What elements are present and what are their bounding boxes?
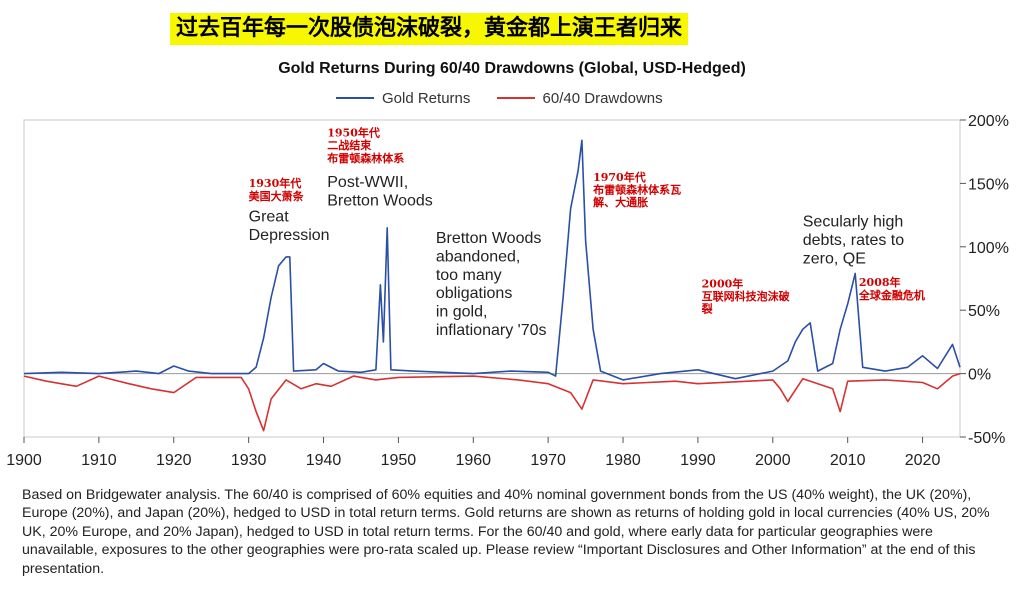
x-tick-label: 2000	[755, 452, 791, 469]
legend-item-gold: Gold Returns	[336, 90, 470, 107]
annotation-line: 布雷顿森林体系瓦	[593, 183, 681, 197]
annotation-text: 2000年互联网科技泡沫破裂	[701, 276, 790, 315]
y-tick-label: 150%	[968, 176, 1009, 193]
series-line-gold-returns	[23, 139, 961, 381]
annotation-line: abandoned,	[436, 248, 521, 265]
annotation-line: in gold,	[436, 304, 488, 321]
annotation-line: inflationary '70s	[436, 322, 547, 339]
annotation-line: 2008年	[859, 275, 901, 289]
x-tick-label: 1970	[530, 452, 566, 469]
annotation-text: Great Depression	[249, 208, 330, 243]
y-tick-label: 100%	[968, 240, 1009, 257]
annotation-text: 1970年代布雷顿森林体系瓦解、大通胀	[593, 170, 681, 209]
annotation-text: 2008年全球金融危机	[858, 275, 925, 302]
chart-legend: Gold Returns 60/40 Drawdowns	[336, 86, 685, 107]
legend-item-drawdowns: 60/40 Drawdowns	[496, 89, 663, 107]
series-lines	[23, 139, 961, 432]
annotation-line: 解、大通胀	[593, 195, 648, 209]
axis-ticks: 200% 150% 100% 50% 0% -50% 1900 1910 1920 1930 194…	[6, 113, 1009, 469]
x-tick-label: 1930	[231, 452, 267, 469]
footnote: Based on Bridgewater analysis. The 60/40…	[22, 487, 990, 577]
series-line-6040-drawdowns	[23, 372, 961, 432]
annotation-line: 裂	[701, 302, 713, 316]
y-tick-label: 0%	[968, 367, 991, 384]
headline-banner: 过去百年每一次股债泡沫破裂，黄金都上演王者归来	[170, 13, 689, 45]
annotation-line: 2000年	[702, 276, 744, 290]
annotation-line: debts, rates to	[803, 232, 904, 249]
annotation-line: 二战结束	[327, 138, 372, 152]
annotation-line: Great	[249, 208, 290, 225]
annotation-line: zero, QE	[803, 250, 866, 267]
annotation-text: Post-WWII, Bretton Woods	[327, 174, 433, 209]
x-tick-label: 1950	[381, 452, 417, 469]
annotation-text: 1950年代二战结束布雷顿森林体系	[327, 125, 404, 164]
chart-title: Gold Returns During 60/40 Drawdowns (Glo…	[278, 60, 746, 77]
annotation-line: Secularly high	[803, 214, 904, 231]
chart-plot: 200% 150% 100% 50% 0% -50% 1900 1910 1920 1930 194…	[6, 113, 1009, 469]
x-tick-label: 1910	[81, 452, 117, 469]
annotation-line: Post-WWII,	[327, 174, 408, 191]
annotation-line: 互联网科技泡沫破	[702, 289, 790, 303]
annotation-line: Depression	[249, 227, 330, 244]
legend-label-drawdowns: 60/40 Drawdowns	[542, 89, 663, 107]
grid-lines	[23, 119, 961, 438]
x-tick-label: 1900	[6, 452, 42, 469]
annotation-text: 1930年代美国大萧条	[249, 176, 305, 203]
annotation-text: Secularly high debts, rates to zero, QE	[803, 214, 904, 268]
annotation-line: Bretton Woods	[436, 230, 542, 247]
legend-swatch-gold	[336, 97, 374, 99]
annotation-line: 1950年代	[327, 125, 380, 139]
x-tick-label: 2020	[905, 452, 941, 469]
x-tick-label: 2010	[830, 452, 866, 469]
x-tick-label: 1920	[156, 452, 192, 469]
y-tick-label: 50%	[968, 303, 1000, 320]
x-tick-label: 1990	[680, 452, 716, 469]
y-tick-label: -50%	[968, 430, 1005, 447]
x-tick-label: 1980	[605, 452, 641, 469]
annotation-line: 1970年代	[593, 170, 646, 184]
annotation-line: 美国大萧条	[249, 189, 305, 203]
annotation-text: Bretton Woods abandoned, too many obligatio…	[436, 230, 547, 339]
x-tick-label: 1940	[306, 452, 342, 469]
annotation-line: Bretton Woods	[327, 193, 433, 210]
annotation-line: 布雷顿森林体系	[327, 151, 404, 165]
annotation-line: obligations	[436, 285, 512, 302]
annotations: Great Depression 1930年代美国大萧条 Post-WWII, Bret…	[249, 125, 925, 339]
y-tick-label: 200%	[968, 113, 1009, 130]
plot-frame	[23, 119, 961, 438]
annotation-line: 1930年代	[249, 176, 302, 190]
x-tick-label: 1960	[455, 452, 491, 469]
annotation-line: 全球金融危机	[858, 288, 925, 302]
annotation-line: too many	[436, 267, 502, 284]
legend-label-gold: Gold Returns	[382, 89, 471, 107]
legend-swatch-drawdowns	[496, 97, 535, 99]
